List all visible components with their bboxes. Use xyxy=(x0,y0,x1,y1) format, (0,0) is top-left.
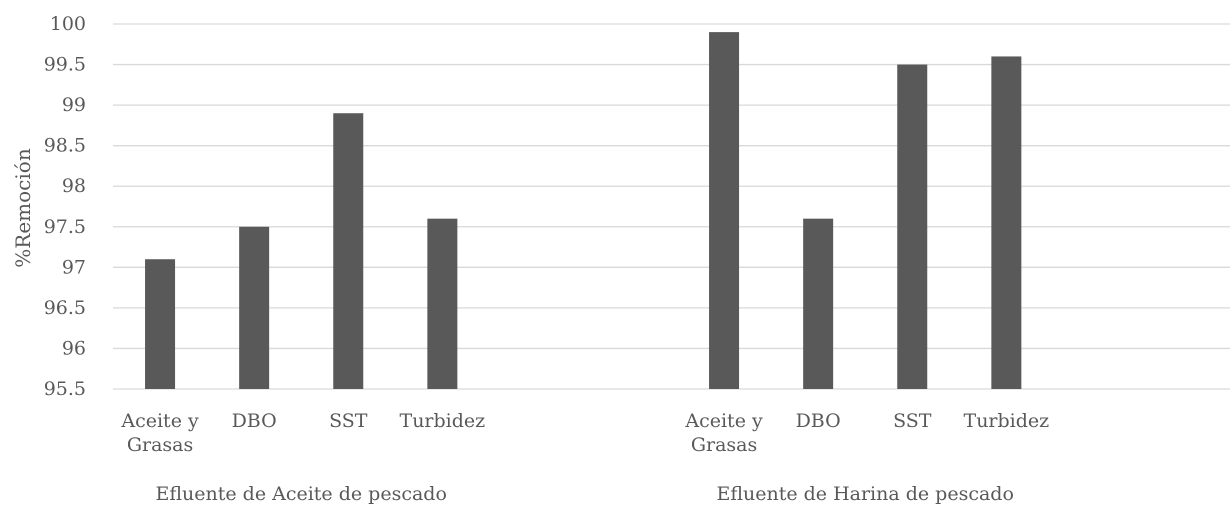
bar xyxy=(991,56,1022,389)
category-label: DBO xyxy=(796,410,841,432)
category-label: Turbidez xyxy=(964,410,1050,432)
category-label: Aceite y Grasas xyxy=(684,410,763,456)
group-label: Efluente de Aceite de pescado xyxy=(155,483,446,505)
y-tick-label: 99 xyxy=(62,94,86,116)
category-label: SST xyxy=(329,410,368,432)
y-axis-tick-labels: 95.5 96 96.5 97 97.5 98 98.5 99 99.5 100 xyxy=(44,13,86,400)
y-tick-label: 96.5 xyxy=(44,297,86,319)
bar xyxy=(709,32,740,389)
category-label: Aceite y Grasas xyxy=(120,410,199,456)
bar xyxy=(897,64,928,390)
y-tick-label: 97 xyxy=(62,256,86,278)
y-tick-label: 95.5 xyxy=(44,378,86,400)
group-label: Efluente de Harina de pescado xyxy=(716,483,1013,505)
bar xyxy=(427,218,458,389)
category-label: SST xyxy=(893,410,932,432)
y-tick-label: 99.5 xyxy=(44,54,86,76)
category-label: DBO xyxy=(232,410,277,432)
y-axis-title: %Remoción xyxy=(11,148,35,268)
bar xyxy=(239,226,270,389)
category-labels: Aceite y Grasas DBO SST Turbidez Aceite y Gras… xyxy=(120,410,1049,456)
group-labels: Efluente de Aceite de pescado Efluente de… xyxy=(155,483,1013,505)
y-tick-label: 100 xyxy=(50,13,86,35)
bars xyxy=(145,32,1022,390)
y-tick-label: 98.5 xyxy=(44,135,86,157)
y-tick-label: 98 xyxy=(62,175,86,197)
gridlines xyxy=(113,23,1230,390)
bar xyxy=(333,113,364,389)
bar xyxy=(145,259,176,389)
bar xyxy=(803,218,834,389)
category-label: Turbidez xyxy=(400,410,486,432)
y-tick-label: 97.5 xyxy=(44,216,86,238)
y-tick-label: 96 xyxy=(62,337,86,359)
